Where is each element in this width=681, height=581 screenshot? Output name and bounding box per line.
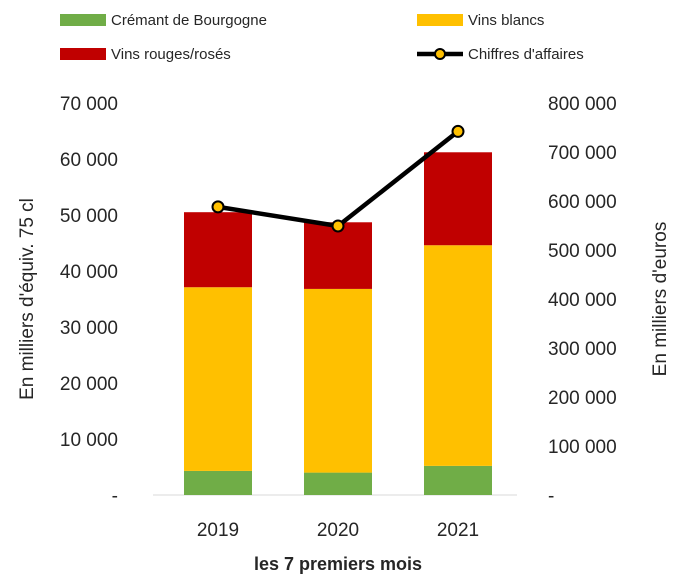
legend-swatch-1 [417, 14, 463, 26]
axes: - 10 000 20 000 30 000 40 000 50 000 60 000 70 … [60, 94, 617, 541]
legend-label: Chiffres d'affaires [468, 46, 584, 63]
y-left-tick-label: 20 000 [60, 374, 118, 395]
revenue-line-path [217, 129, 460, 229]
x-tick-label: 2021 [437, 520, 479, 541]
bar-0-1 [304, 472, 372, 495]
legend-marker-swatch [434, 48, 446, 60]
y-left-tick-label: 30 000 [60, 318, 118, 339]
y-right-tick-label: 700 000 [548, 143, 617, 164]
y-left-tick-label: 70 000 [60, 94, 118, 115]
bar-2-2 [424, 152, 492, 246]
bars [184, 152, 492, 495]
revenue-line [211, 124, 465, 233]
bar-0-2 [424, 465, 492, 495]
bar-1-1 [304, 288, 372, 473]
bar-1-2 [424, 245, 492, 466]
y-left-tick-label: 50 000 [60, 206, 118, 227]
revenue-point-2 [451, 124, 465, 138]
bar-2-1 [304, 222, 372, 289]
legend-label: Crémant de Bourgogne [111, 12, 267, 29]
legend: Crémant de Bourgogne Vins blancs Vins roug… [60, 12, 584, 63]
revenue-point-1 [331, 219, 345, 233]
y-right-tick-label: 400 000 [548, 290, 617, 311]
legend-swatch-0 [60, 14, 106, 26]
y-left-axis-title: En milliers d'équiv. 75 cl [17, 198, 38, 400]
legend-swatch-2 [60, 48, 106, 60]
bar-2-0 [184, 212, 252, 288]
y-left-tick-label: - [112, 486, 118, 507]
y-right-tick-label: 300 000 [548, 339, 617, 360]
y-left-tick-label: 40 000 [60, 262, 118, 283]
x-tick-label: 2019 [197, 520, 239, 541]
y-right-tick-label: 500 000 [548, 241, 617, 262]
y-right-tick-label: 100 000 [548, 437, 617, 458]
y-right-axis-title: En milliers d'euros [650, 222, 671, 377]
axis-labels: les 7 premiers mois En milliers d'équiv. … [17, 198, 671, 574]
y-right-tick-label: 800 000 [548, 94, 617, 115]
y-right-tick-label: 600 000 [548, 192, 617, 213]
y-left-tick-label: 60 000 [60, 150, 118, 171]
bar-0-0 [184, 470, 252, 495]
legend-label: Vins blancs [468, 12, 544, 29]
y-right-tick-label: - [548, 486, 554, 507]
bar-1-0 [184, 287, 252, 471]
legend-label: Vins rouges/rosés [111, 46, 231, 63]
x-tick-label: 2020 [317, 520, 359, 541]
revenue-point-0 [211, 200, 225, 214]
x-axis-title: les 7 premiers mois [254, 554, 422, 574]
y-right-tick-label: 200 000 [548, 388, 617, 409]
y-left-tick-label: 10 000 [60, 430, 118, 451]
